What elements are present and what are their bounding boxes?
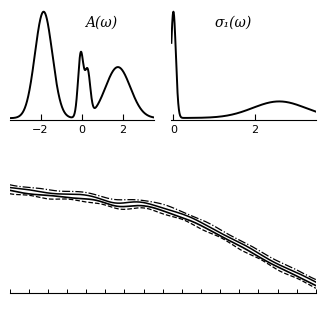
Text: A(ω): A(ω) (85, 16, 117, 29)
Text: σ₁(ω): σ₁(ω) (215, 16, 252, 29)
